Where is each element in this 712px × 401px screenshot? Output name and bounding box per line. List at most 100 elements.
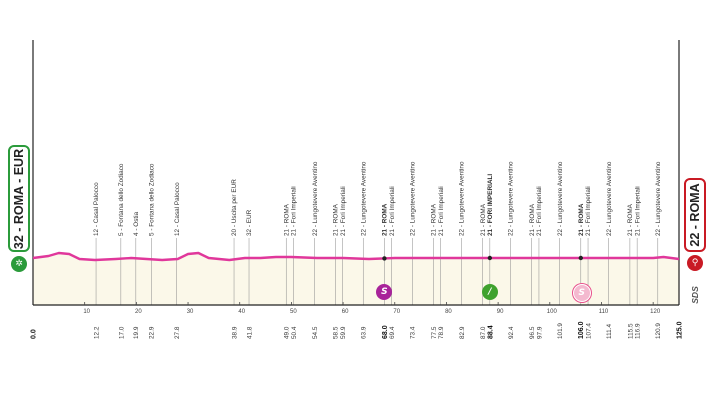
waypoint-km: 68.0 xyxy=(382,325,389,339)
waypoint-name: 21 - ROMA xyxy=(529,203,536,236)
waypoint-name: 21 - Fori Imperiali xyxy=(536,186,543,236)
km-tick-label: 10 xyxy=(83,309,90,315)
waypoint-name: 22 - Lungotevere Aventino xyxy=(410,161,417,236)
waypoint-km: 50.4 xyxy=(291,326,298,339)
waypoint-name: 32 - EUR xyxy=(246,209,253,236)
waypoint-km: 125.0 xyxy=(676,321,683,339)
waypoint-km: 41.8 xyxy=(246,326,253,339)
waypoint-dot xyxy=(382,256,387,261)
profile-fill xyxy=(33,253,679,305)
waypoint-name: 22 - Lungotevere Aventino xyxy=(606,161,613,236)
waypoint-km: 0.0 xyxy=(30,329,37,339)
waypoint-km: 78.9 xyxy=(438,326,445,339)
waypoint-name: 22 - Lungotevere Aventino xyxy=(655,161,662,236)
waypoint-name: 21 - Fori Imperiali xyxy=(585,186,592,236)
waypoint-name: 5 - Fontana dello Zodiaco xyxy=(118,163,125,236)
km-tick-label: 20 xyxy=(135,309,142,315)
waypoint-km: 12.2 xyxy=(93,326,100,339)
waypoint-km: 69.4 xyxy=(389,326,396,339)
km-tick-label: 80 xyxy=(445,309,452,315)
waypoint-name: 21 - Fori Imperiali xyxy=(634,186,641,236)
waypoint-km: 96.5 xyxy=(529,326,536,339)
waypoint-km: 111.4 xyxy=(606,324,613,339)
waypoint-km: 38.9 xyxy=(231,326,238,339)
km-tick-label: 100 xyxy=(547,309,558,315)
waypoint-km: 49.0 xyxy=(284,326,291,339)
waypoint-name: 22 - Lungotevere Aventino xyxy=(312,161,319,236)
km-tick-label: 50 xyxy=(290,309,297,315)
start-flag-icon: ✲ xyxy=(11,256,27,272)
waypoint-km: 22.9 xyxy=(149,326,156,339)
km-tick-label: 30 xyxy=(187,309,194,315)
waypoint-km: 115.5 xyxy=(627,323,634,339)
waypoint-name: 21 - ROMA xyxy=(382,203,389,236)
waypoint-name: 21 - Fori Imperiali xyxy=(291,186,298,236)
waypoint-name: 21 - Fori Imperiali xyxy=(340,186,347,236)
waypoint-name: 21 - ROMA xyxy=(431,203,438,236)
waypoint-km: 92.4 xyxy=(508,326,515,339)
waypoint-dot xyxy=(487,255,493,261)
waypoint-km: 17.0 xyxy=(118,326,125,339)
waypoint-km: 101.9 xyxy=(557,323,564,339)
km-tick-label: 40 xyxy=(238,309,245,315)
waypoint-km: 87.0 xyxy=(480,326,487,339)
waypoint-name: 21 - FORI IMPERIALI xyxy=(487,174,494,236)
brand-text: SDS xyxy=(690,286,700,304)
waypoint-name: 21 - Fori Imperiali xyxy=(389,186,396,236)
waypoint-km: 120.9 xyxy=(655,323,662,339)
waypoint-name: 20 - Uscita per EUR xyxy=(231,179,238,236)
waypoint-km: 59.9 xyxy=(340,326,347,339)
axes xyxy=(32,40,680,306)
waypoint-name: 22 - Lungotevere Aventino xyxy=(557,161,564,236)
waypoint-name: 22 - Lungotevere Aventino xyxy=(459,161,466,236)
km-tick-label: 120 xyxy=(650,309,661,315)
waypoint-km: 77.5 xyxy=(431,326,438,339)
waypoint-km: 106.0 xyxy=(578,321,585,339)
waypoint-name: 5 - Fontana dello Zodiaco xyxy=(149,163,156,236)
start-label: 32 - ROMA - EUR xyxy=(12,148,26,249)
elevation-line xyxy=(32,251,680,262)
waypoint-km: 73.4 xyxy=(410,326,417,339)
waypoint-km: 82.9 xyxy=(459,326,466,339)
waypoint-name: 12 - Casal Palocco xyxy=(93,182,100,236)
sprint-icon: S xyxy=(376,284,393,300)
finish-flag-icon: ⚲ xyxy=(687,255,703,271)
waypoint-names: 12 - Casal Palocco 5 - Fontana dello Zodi… xyxy=(93,161,662,236)
waypoint-km: 88.4 xyxy=(487,325,494,339)
waypoint-dots xyxy=(382,255,584,261)
waypoint-name: 4 - Ostia xyxy=(133,211,140,236)
waypoint-name: 21 - ROMA xyxy=(480,203,487,236)
waypoint-km: 97.9 xyxy=(536,326,543,339)
waypoint-name: 21 - Fori Imperiali xyxy=(438,186,445,236)
waypoint-km: 54.5 xyxy=(312,326,319,339)
waypoint-name: 22 - Lungotevere Aventino xyxy=(508,161,515,236)
waypoint-name: 21 - ROMA xyxy=(627,203,634,236)
waypoint-km: 107.4 xyxy=(585,323,592,339)
climb-icon: / xyxy=(481,284,498,300)
profile-area xyxy=(33,253,679,305)
waypoint-km: 63.9 xyxy=(361,326,368,339)
waypoint-name: 12 - Casal Palocco xyxy=(174,182,181,236)
km-ticks: 10 20 30 40 50 60 70 80 90 100 110 120 xyxy=(83,302,661,315)
waypoint-name: 21 - ROMA xyxy=(578,203,585,236)
km-tick-label: 110 xyxy=(599,309,609,315)
final-sprint-icon: S xyxy=(572,284,591,302)
waypoint-km: 116.9 xyxy=(635,323,642,339)
km-tick-label: 70 xyxy=(393,309,400,315)
waypoint-name: 21 - ROMA xyxy=(333,203,340,236)
finish-label: 22 - ROMA xyxy=(688,183,702,247)
waypoint-km-labels: 0.0 12.2 17.0 19.9 22.9 27.8 38.9 41.8 49.0 50.4 5… xyxy=(30,321,683,339)
brand-logo: SDS xyxy=(687,283,703,307)
km-tick-label: 90 xyxy=(497,309,504,315)
waypoint-name: 21 - ROMA xyxy=(283,203,290,236)
km-tick-label: 60 xyxy=(342,309,349,315)
waypoint-km: 58.5 xyxy=(333,326,340,339)
waypoint-km: 27.8 xyxy=(174,326,181,339)
waypoint-km: 19.9 xyxy=(133,326,140,339)
waypoint-dot xyxy=(578,255,584,261)
elevation-path xyxy=(32,251,680,262)
waypoint-lines xyxy=(95,238,659,305)
start-badge: 32 - ROMA - EUR xyxy=(8,145,30,252)
finish-badge: 22 - ROMA xyxy=(684,178,706,252)
